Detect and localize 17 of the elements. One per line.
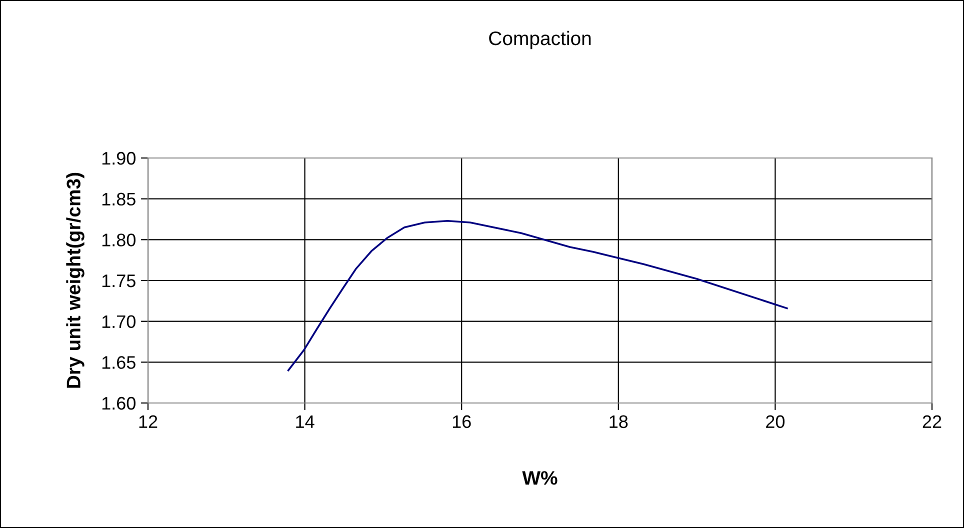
line-series (287, 220, 788, 372)
y-tick-label: 1.70 (102, 315, 136, 328)
x-axis-title: W% (522, 471, 558, 485)
y-axis-title: Dry unit weight(gr/cm3) (66, 172, 84, 388)
y-tick-label: 1.60 (102, 396, 136, 410)
y-tick-label: 1.75 (102, 274, 136, 288)
x-tick-label: 12 (139, 415, 158, 428)
x-tick-label: 16 (452, 415, 471, 428)
x-tick-label: 20 (766, 415, 785, 428)
y-tick-label: 1.80 (102, 234, 136, 246)
x-tick-label: 14 (296, 415, 314, 428)
y-tick-label: 1.65 (102, 356, 136, 369)
x-tick-label: 18 (610, 415, 628, 428)
y-tick-label: 1.85 (102, 192, 136, 206)
x-tick-label: 22 (922, 415, 942, 428)
chart-title: Compaction (489, 30, 591, 50)
y-tick-label: 1.90 (102, 152, 136, 165)
